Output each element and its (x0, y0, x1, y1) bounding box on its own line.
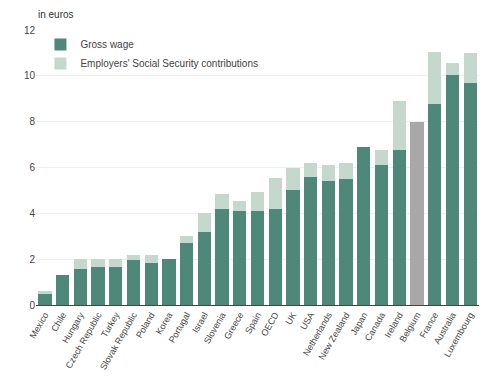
svg-text:2: 2 (29, 254, 35, 265)
svg-text:Portugal: Portugal (167, 311, 192, 345)
svg-text:Chile: Chile (49, 311, 68, 334)
svg-text:12: 12 (24, 25, 36, 36)
svg-text:Slovenia: Slovenia (202, 311, 228, 346)
svg-text:UK: UK (284, 311, 299, 327)
svg-text:Employers' Social Security con: Employers' Social Security contributions (80, 58, 258, 69)
svg-text:France: France (418, 311, 441, 340)
svg-text:in euros: in euros (38, 9, 74, 20)
svg-text:Turkey: Turkey (99, 310, 121, 339)
svg-text:10: 10 (24, 70, 36, 81)
svg-text:Korea: Korea (154, 311, 175, 337)
svg-text:Hungary: Hungary (60, 310, 86, 345)
svg-text:Czech Republic: Czech Republic (63, 310, 103, 370)
svg-text:Australia: Australia (432, 311, 458, 346)
svg-text:4: 4 (29, 208, 35, 219)
svg-text:Israel: Israel (190, 311, 210, 335)
svg-text:Canada: Canada (363, 311, 387, 343)
svg-text:Gross wage: Gross wage (80, 39, 134, 50)
svg-text:Netherlands: Netherlands (301, 310, 334, 357)
svg-text:New Zealand: New Zealand (317, 311, 352, 362)
svg-text:Japan: Japan (349, 311, 370, 337)
svg-text:Poland: Poland (134, 311, 157, 340)
svg-text:Belgium: Belgium (398, 311, 423, 344)
svg-text:Ireland: Ireland (382, 311, 404, 340)
svg-text:0: 0 (29, 300, 35, 311)
svg-text:8: 8 (29, 116, 35, 127)
svg-text:USA: USA (298, 311, 316, 332)
svg-text:Luxembourg: Luxembourg (442, 311, 476, 359)
svg-text:Spain: Spain (243, 311, 263, 336)
svg-text:Greece: Greece (222, 311, 245, 342)
svg-text:Slovak Republic: Slovak Republic (98, 310, 139, 371)
svg-text:6: 6 (29, 162, 35, 173)
svg-text:OECD: OECD (259, 310, 281, 338)
svg-text:Mexico: Mexico (28, 311, 51, 341)
